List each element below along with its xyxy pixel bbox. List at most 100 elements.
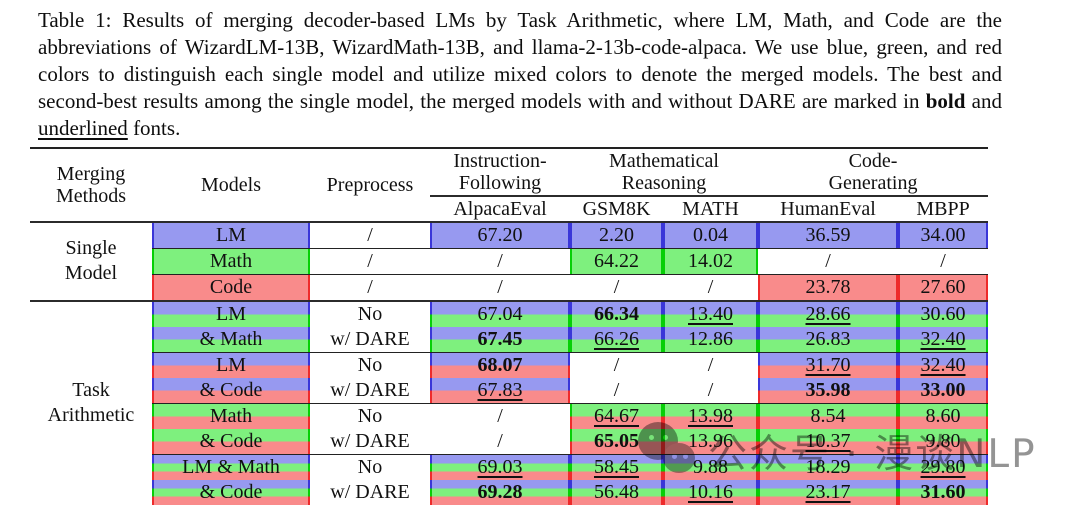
value-cell: / (898, 248, 989, 275)
table-row: & Code w/ DARE 67.83 / / 35.98 33.00 (30, 377, 989, 404)
value-cell: 67.20 (430, 221, 570, 249)
preprocess-cell: No (357, 455, 383, 478)
model-cell: Math (152, 248, 310, 275)
value-cell: 2.20 (570, 221, 663, 249)
value-cell: 69.03 (430, 454, 570, 480)
value-cell: 27.60 (898, 274, 989, 302)
table-row: & Code w/ DARE 69.28 56.48 10.16 23.17 3… (30, 479, 989, 505)
group-header-code-generating: Code- Generating (758, 146, 989, 197)
value-cell: 67.04 (430, 300, 570, 327)
value-cell: 28.66 (758, 300, 899, 327)
table-row: LM No 68.07 / / 31.70 32.40 (30, 352, 989, 378)
preprocess-cell: / (310, 248, 430, 275)
metric-header-alpacaeval: AlpacaEval (430, 195, 570, 223)
metric-header-humaneval: HumanEval (758, 195, 899, 223)
preprocess-cell: No (357, 302, 383, 325)
model-cell: & Code (152, 377, 310, 404)
header-merging-methods: Merging Methods (30, 146, 152, 223)
value-cell: / (430, 274, 570, 302)
model-cell: & Math (152, 326, 310, 353)
value-cell: 23.78 (758, 274, 899, 302)
metric-header-gsm8k: GSM8K (570, 195, 663, 223)
value-cell: / (613, 353, 620, 376)
value-cell: / (570, 274, 663, 302)
model-cell: Code (152, 274, 310, 302)
model-cell: Math (152, 403, 310, 429)
value-cell: 8.54 (758, 403, 899, 429)
value-cell: 66.34 (570, 300, 663, 327)
value-cell: 14.02 (663, 248, 759, 275)
section-label-single-model: Single Model (30, 221, 152, 302)
value-cell: 13.96 (663, 428, 759, 455)
value-cell: 31.70 (758, 352, 899, 378)
model-cell: LM & Math (152, 454, 310, 480)
value-cell: 34.00 (898, 221, 989, 249)
value-cell: 68.07 (430, 352, 570, 378)
preprocess-cell: No (357, 404, 383, 427)
table-row: Math No / 64.67 13.98 8.54 8.60 (30, 403, 989, 429)
value-cell: / (707, 353, 714, 376)
value-cell: / (570, 377, 663, 404)
model-cell: & Code (152, 428, 310, 455)
value-cell: 13.98 (663, 403, 759, 429)
table-row: Math / / 64.22 14.02 / / (30, 248, 989, 275)
value-cell: 33.00 (898, 377, 989, 404)
value-cell: 10.37 (758, 428, 899, 455)
caption-underlined-word: underlined (38, 115, 128, 140)
header-models: Models (152, 146, 310, 223)
value-cell: / (430, 428, 570, 455)
preprocess-cell: / (310, 221, 430, 249)
value-cell: / (497, 404, 503, 427)
value-cell: 9.80 (898, 428, 989, 455)
table-caption: Table 1: Results of merging decoder-base… (38, 7, 1002, 142)
value-cell: 9.88 (663, 454, 759, 480)
header-preprocess: Preprocess (310, 146, 430, 223)
metric-header-math: MATH (663, 195, 759, 223)
value-cell: 0.04 (663, 221, 759, 249)
results-table: Merging Methods Models Preprocess Instru… (30, 146, 989, 505)
value-cell: 56.48 (570, 479, 663, 505)
value-cell: 10.16 (663, 479, 759, 505)
caption-bold-word: bold (925, 88, 966, 113)
section-label-task-arithmetic: Task Arithmetic (30, 300, 152, 505)
preprocess-cell: w/ DARE (310, 428, 430, 455)
value-cell: 65.05 (570, 428, 663, 455)
value-cell: 36.59 (758, 221, 899, 249)
value-cell: 32.40 (898, 352, 989, 378)
metric-header-mbpp: MBPP (898, 195, 989, 223)
value-cell: 32.40 (898, 326, 989, 353)
value-cell: 8.60 (898, 403, 989, 429)
preprocess-cell: / (310, 274, 430, 302)
value-cell: / (663, 274, 759, 302)
value-cell: 12.86 (663, 326, 759, 353)
table-row: LM & Math No 69.03 58.45 9.88 18.29 29.8… (30, 454, 989, 480)
table-row: & Math w/ DARE 67.45 66.26 12.86 26.83 3… (30, 326, 989, 353)
value-cell: / (430, 248, 570, 275)
value-cell: 23.17 (758, 479, 899, 505)
caption-text: fonts. (127, 115, 181, 140)
value-cell: 30.60 (898, 300, 989, 327)
value-cell: 35.98 (758, 377, 899, 404)
value-cell: / (663, 377, 759, 404)
value-cell: 26.83 (758, 326, 899, 353)
preprocess-cell: w/ DARE (310, 479, 430, 505)
value-cell: 67.45 (430, 326, 570, 353)
table-row: Task Arithmetic LM No 67.04 66.34 13.40 … (30, 300, 989, 505)
preprocess-cell: No (357, 353, 383, 376)
table-row: & Code w/ DARE / 65.05 13.96 10.37 9.80 (30, 428, 989, 455)
model-cell: LM (152, 300, 310, 327)
value-cell: 67.83 (430, 377, 570, 404)
value-cell: / (758, 248, 899, 275)
group-header-instruction-following: Instruction- Following (430, 146, 570, 197)
model-cell: & Code (152, 479, 310, 505)
preprocess-cell: w/ DARE (310, 377, 430, 404)
value-cell: 18.29 (758, 454, 899, 480)
model-cell: LM (152, 221, 310, 249)
value-cell: 58.45 (570, 454, 663, 480)
table-row: Code / / / / 23.78 27.60 (30, 274, 989, 302)
model-cell: LM (152, 352, 310, 378)
preprocess-cell: w/ DARE (310, 326, 430, 353)
value-cell: 64.22 (570, 248, 663, 275)
value-cell: 69.28 (430, 479, 570, 505)
